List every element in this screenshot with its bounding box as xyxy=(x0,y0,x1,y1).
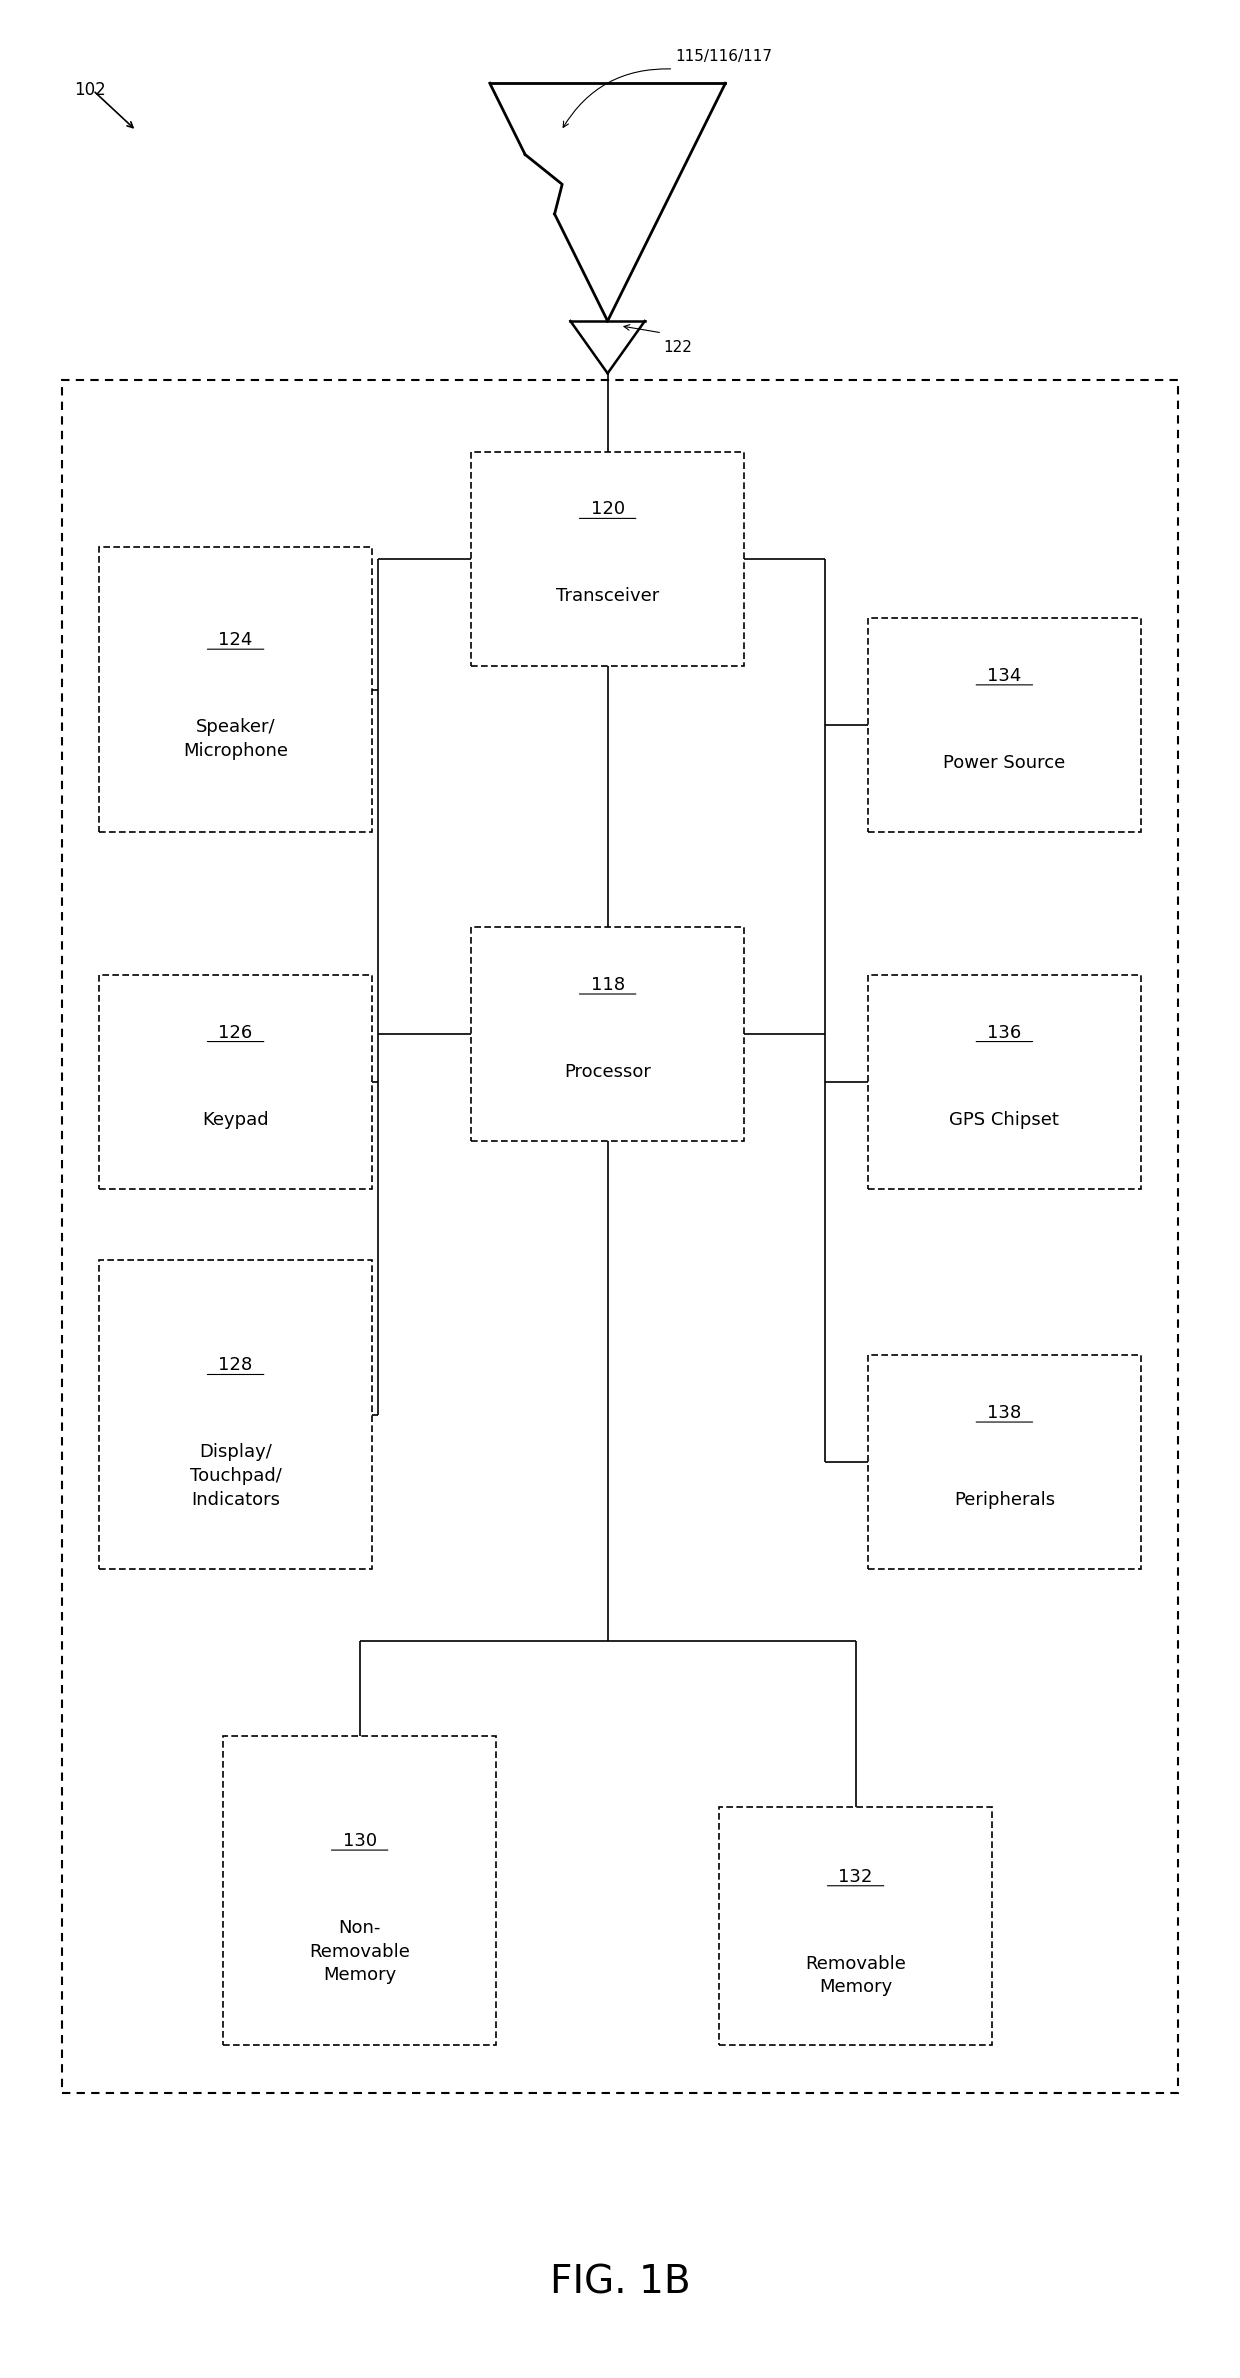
Text: Non-
Removable
Memory: Non- Removable Memory xyxy=(309,1919,410,1983)
Text: 120: 120 xyxy=(590,499,625,518)
Text: 124: 124 xyxy=(218,630,253,649)
FancyBboxPatch shape xyxy=(471,927,744,1141)
FancyBboxPatch shape xyxy=(868,1355,1141,1569)
Text: Peripherals: Peripherals xyxy=(954,1491,1055,1510)
Text: Keypad: Keypad xyxy=(202,1111,269,1130)
Text: Removable
Memory: Removable Memory xyxy=(805,1955,906,1995)
Text: 136: 136 xyxy=(987,1023,1022,1042)
FancyBboxPatch shape xyxy=(868,975,1141,1189)
Text: 118: 118 xyxy=(590,975,625,994)
FancyBboxPatch shape xyxy=(471,452,744,666)
Text: 134: 134 xyxy=(987,666,1022,685)
FancyBboxPatch shape xyxy=(99,547,372,832)
FancyBboxPatch shape xyxy=(868,618,1141,832)
FancyBboxPatch shape xyxy=(99,975,372,1189)
Text: FIG. 1B: FIG. 1B xyxy=(549,2264,691,2302)
FancyBboxPatch shape xyxy=(223,1736,496,2045)
Text: 126: 126 xyxy=(218,1023,253,1042)
Text: Transceiver: Transceiver xyxy=(556,587,660,606)
Text: GPS Chipset: GPS Chipset xyxy=(950,1111,1059,1130)
Text: 132: 132 xyxy=(838,1867,873,1886)
Text: Display/
Touchpad/
Indicators: Display/ Touchpad/ Indicators xyxy=(190,1443,281,1508)
Text: Speaker/
Microphone: Speaker/ Microphone xyxy=(184,718,288,759)
Text: Processor: Processor xyxy=(564,1063,651,1082)
Text: 122: 122 xyxy=(663,340,692,354)
Text: Power Source: Power Source xyxy=(944,754,1065,773)
Text: 115/116/117: 115/116/117 xyxy=(676,50,773,64)
FancyBboxPatch shape xyxy=(62,380,1178,2093)
Text: 138: 138 xyxy=(987,1403,1022,1422)
Text: 130: 130 xyxy=(342,1831,377,1850)
Text: 128: 128 xyxy=(218,1355,253,1374)
Text: 102: 102 xyxy=(74,81,107,100)
FancyBboxPatch shape xyxy=(99,1260,372,1569)
FancyBboxPatch shape xyxy=(719,1807,992,2045)
